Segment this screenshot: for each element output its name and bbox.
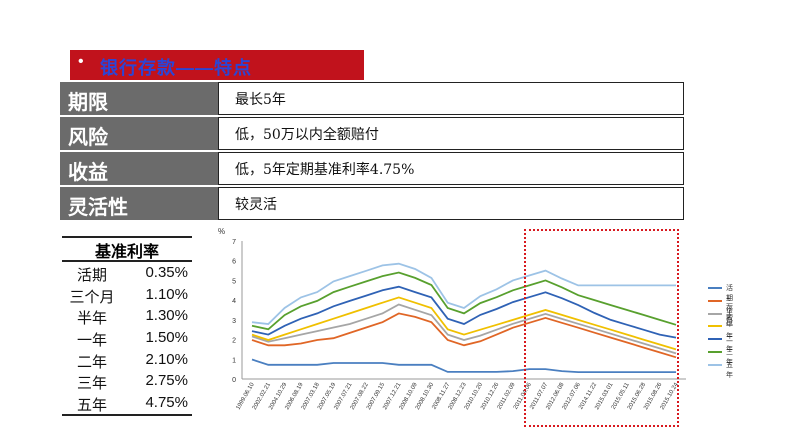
section-title: 银行存款——特点 <box>100 58 252 78</box>
unit-label: % <box>218 227 225 236</box>
y-tick-label: 0 <box>232 377 236 384</box>
series-line <box>251 358 676 374</box>
legend-label: 活期存款 <box>726 285 733 322</box>
legend-label: 三个月 <box>726 297 733 325</box>
rate-row: 三个月 1.10% <box>69 285 188 306</box>
rate-row: 二年 2.10% <box>76 350 188 371</box>
table-row-term: 期限 最长5年 <box>60 82 684 115</box>
rate-row: 一年 1.50% <box>76 329 188 350</box>
table-row-flexibility: 灵活性 较灵活 <box>60 187 684 220</box>
row-value: 最长5年 <box>218 82 684 115</box>
legend-swatch <box>708 338 722 341</box>
rate-row: 五年 4.75% <box>62 392 192 416</box>
benchmark-rate-table: 基准利率 活期 0.35% 三个月 1.10% 半年 1.30% 一年 1.50% 二年… <box>62 236 192 416</box>
series-line <box>251 285 677 339</box>
legend-label: 二年 <box>726 336 733 354</box>
highlight-box <box>524 229 679 427</box>
legend-label: 一年 <box>726 323 733 341</box>
bullet: • <box>78 53 84 70</box>
row-label: 灵活性 <box>60 187 218 220</box>
legend-swatch <box>708 325 722 328</box>
y-tick-label: 3 <box>232 318 236 325</box>
rate-row: 半年 1.30% <box>76 307 188 328</box>
legend-swatch <box>708 350 722 353</box>
legend-swatch <box>708 363 722 366</box>
legend-label: 五年 <box>726 361 733 379</box>
rate-row: 活期 0.35% <box>76 264 188 284</box>
row-value: 较灵活 <box>218 187 684 220</box>
series-line <box>251 262 676 325</box>
legend-label: 半年 <box>726 310 733 328</box>
series-line <box>251 312 677 359</box>
chart-svg: %012345671999.06.102002.02.212004.10.292… <box>218 227 686 411</box>
row-label: 期限 <box>60 82 218 115</box>
row-value: 低，50万以内全额赔付 <box>218 117 684 150</box>
legend-label: 三年 <box>726 348 733 366</box>
series-line <box>251 271 677 331</box>
table-row-return: 收益 低，5年定期基准利率4.75% <box>60 152 684 185</box>
y-tick-label: 5 <box>232 278 236 285</box>
series-line <box>251 303 677 355</box>
y-tick-label: 2 <box>232 338 236 345</box>
y-tick-label: 7 <box>232 239 236 246</box>
rate-table-heading: 基准利率 <box>62 236 192 262</box>
rate-row: 三年 2.75% <box>76 372 188 393</box>
legend-swatch <box>708 312 722 315</box>
y-tick-label: 6 <box>232 259 236 266</box>
legend-swatch <box>708 299 722 302</box>
row-label: 收益 <box>60 152 218 185</box>
y-tick-label: 1 <box>232 357 236 364</box>
y-tick-label: 4 <box>232 298 236 305</box>
series-line <box>251 296 677 351</box>
rate-history-chart: % 0 1 2 3 4 5 6 7 1999.06.10 2002.02.21 2004.10.29 2… <box>212 226 690 428</box>
row-label: 风险 <box>60 117 218 150</box>
row-value: 低，5年定期基准利率4.75% <box>218 152 684 185</box>
table-row-risk: 风险 低，50万以内全额赔付 <box>60 117 684 150</box>
legend-swatch <box>708 287 722 289</box>
section-banner: • 银行存款——特点 <box>70 50 364 80</box>
